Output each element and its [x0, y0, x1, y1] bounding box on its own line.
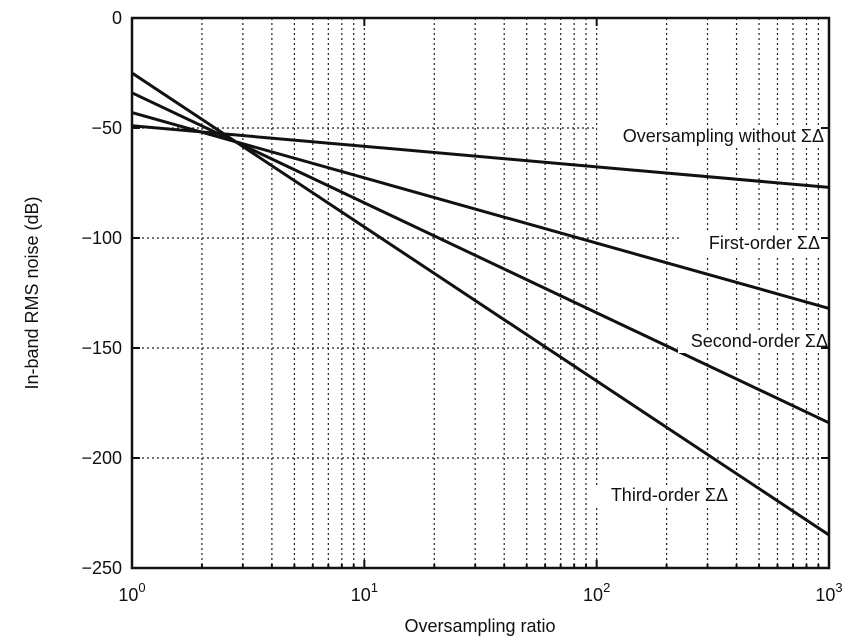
grid [132, 18, 829, 568]
series-label-background [587, 485, 730, 507]
series-line-4 [131, 71, 830, 537]
y-tick-label: −100 [81, 228, 122, 248]
plot-frame [130, 16, 831, 570]
x-tick-label-exponent: 1 [371, 580, 378, 595]
y-tick-label: −250 [81, 558, 122, 578]
y-tick-label: −200 [81, 448, 122, 468]
y-tick-label: 0 [112, 8, 122, 28]
y-tick-label: −150 [81, 338, 122, 358]
x-tick-label-base: 10 [118, 585, 138, 605]
x-tick-label-base: 10 [583, 585, 603, 605]
x-tick-label: 101 [351, 580, 378, 605]
series-annotations: Oversampling without ΣΔ First-order ΣΔ Sec… [587, 126, 830, 507]
series-label-background [597, 126, 826, 148]
x-tick-label-exponent: 2 [603, 580, 610, 595]
x-tick-label-base: 10 [351, 585, 371, 605]
series-label-2: First-order ΣΔ [709, 233, 820, 253]
x-tick-label: 103 [815, 580, 842, 605]
x-tick-label-base: 10 [815, 585, 835, 605]
series-label-1: Oversampling without ΣΔ [623, 126, 824, 146]
series-label-background [678, 331, 830, 353]
series-lines [131, 71, 830, 537]
x-tick-label: 102 [583, 580, 610, 605]
series-label-background [679, 233, 822, 255]
x-tick-label: 100 [118, 580, 145, 605]
series-line-2 [131, 111, 830, 310]
series-label-3: Second-order ΣΔ [691, 331, 828, 351]
series-line-1 [131, 124, 830, 189]
series-label-4: Third-order ΣΔ [611, 485, 728, 505]
y-tick-label: −50 [91, 118, 122, 138]
x-tick-label-exponent: 0 [138, 580, 145, 595]
y-axis-title: In-band RMS noise (dB) [22, 196, 42, 389]
x-axis-title: Oversampling ratio [404, 616, 555, 636]
series-line-3 [131, 91, 830, 425]
x-tick-label-exponent: 3 [835, 580, 842, 595]
